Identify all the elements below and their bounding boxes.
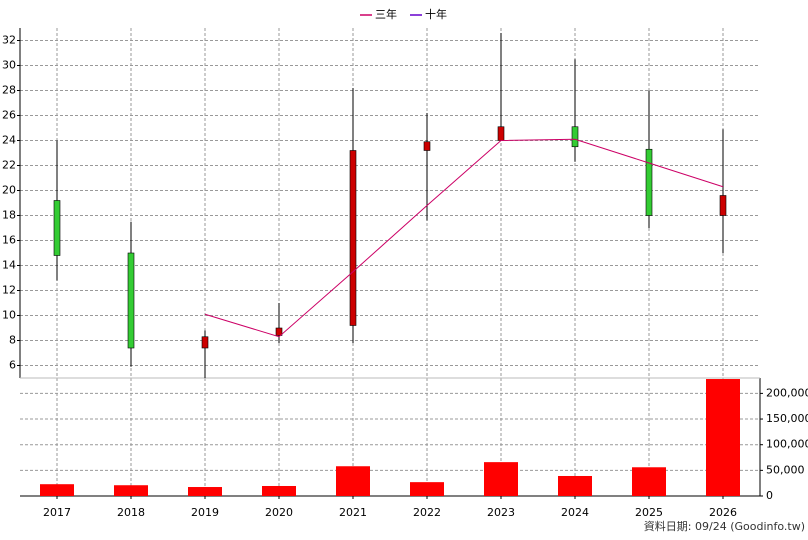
- y-tick-label: 32: [2, 34, 16, 47]
- candle-body: [497, 126, 505, 141]
- y-tick-label: 10: [2, 309, 16, 322]
- y2-tick-label: 200,000: [766, 386, 808, 399]
- y-tick-label: 30: [2, 59, 16, 72]
- candle-body: [349, 150, 357, 326]
- candle-body: [53, 200, 61, 256]
- x-tick-label: 2018: [117, 506, 145, 519]
- y-tick-label: 6: [9, 359, 16, 372]
- x-tick-label: 2025: [635, 506, 663, 519]
- x-tick-label: 2017: [43, 506, 71, 519]
- volume-bar: [40, 484, 74, 496]
- volume-bar: [558, 475, 592, 496]
- candle-body: [201, 336, 209, 349]
- y2-tick-label: 150,000: [766, 412, 808, 425]
- x-tick-label: 2020: [265, 506, 293, 519]
- y2-tick-label: 100,000: [766, 438, 808, 451]
- y2-tick-label: 0: [766, 489, 773, 502]
- x-tick-label: 2022: [413, 506, 441, 519]
- y2-tick-label: 50,000: [766, 463, 805, 476]
- volume-bar: [188, 487, 222, 496]
- x-tick-label: 2021: [339, 506, 367, 519]
- volume-bar: [484, 462, 518, 496]
- x-tick-label: 2019: [191, 506, 219, 519]
- volume-bar: [706, 379, 740, 496]
- footnote: 資料日期: 09/24 (Goodinfo.tw): [644, 519, 805, 533]
- candle-body: [127, 252, 135, 349]
- legend-label: 十年: [425, 7, 447, 21]
- volume-bar: [114, 485, 148, 496]
- volume-bar: [336, 466, 370, 496]
- y-tick-label: 20: [2, 184, 16, 197]
- volume-bar: [262, 485, 296, 496]
- volume-bar: [632, 467, 666, 496]
- x-tick-label: 2023: [487, 506, 515, 519]
- y-tick-label: 28: [2, 84, 16, 97]
- line-series: [204, 138, 724, 338]
- y-tick-label: 18: [2, 209, 16, 222]
- x-tick-label: 2024: [561, 506, 589, 519]
- y-tick-label: 16: [2, 234, 16, 247]
- x-tick-label: 2026: [709, 506, 737, 519]
- candle-body: [645, 148, 653, 216]
- y-tick-label: 12: [2, 284, 16, 297]
- volume-bar: [410, 482, 444, 496]
- candle-body: [571, 126, 579, 148]
- candle-body: [275, 327, 283, 336]
- candle-body: [719, 195, 727, 216]
- legend-label: 三年: [375, 7, 397, 21]
- y-tick-label: 8: [9, 334, 16, 347]
- y-tick-label: 24: [2, 134, 16, 147]
- y-tick-label: 26: [2, 109, 16, 122]
- y-tick-label: 14: [2, 259, 16, 272]
- candle-body: [423, 141, 431, 151]
- y-tick-label: 22: [2, 159, 16, 172]
